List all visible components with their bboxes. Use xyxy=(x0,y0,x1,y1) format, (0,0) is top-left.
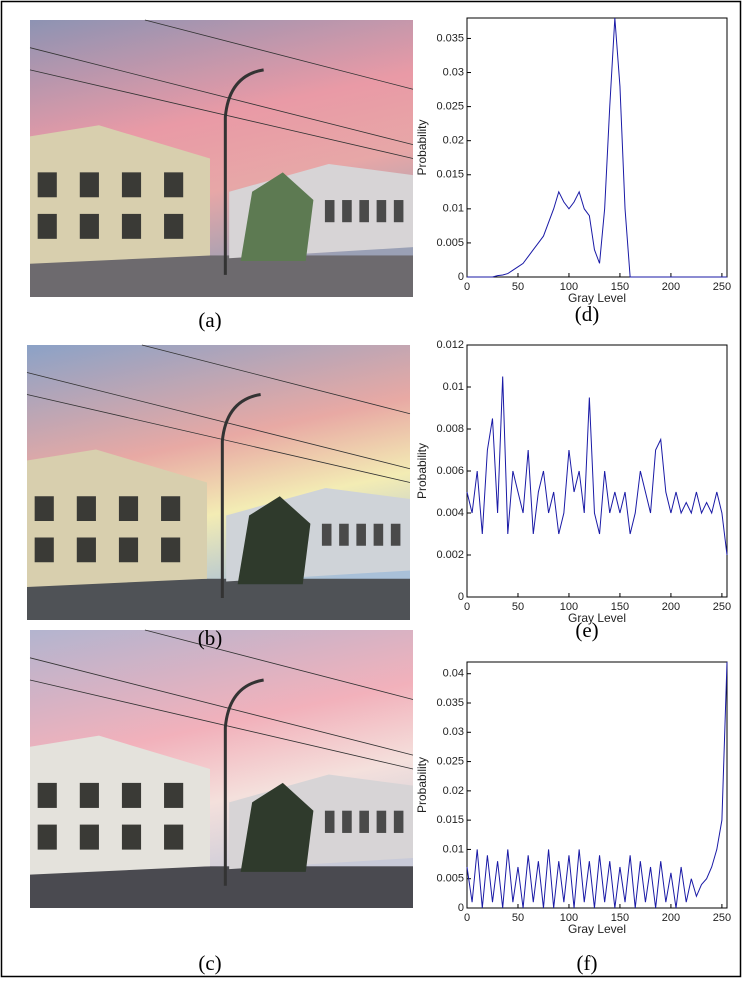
y-tick-label: 0.015 xyxy=(436,814,464,826)
window xyxy=(77,538,96,563)
y-tick-label: 0.02 xyxy=(443,785,464,797)
window xyxy=(356,524,366,546)
window xyxy=(119,538,138,563)
y-tick-label: 0.03 xyxy=(443,66,464,78)
window xyxy=(161,538,180,563)
window xyxy=(122,214,141,239)
window xyxy=(164,825,183,850)
window xyxy=(342,200,352,222)
window xyxy=(164,214,183,239)
page: {"panels":["(a)","(b)","(c)"], "chart_da… xyxy=(0,0,742,978)
photo-ground xyxy=(30,866,413,908)
window xyxy=(122,172,141,197)
window xyxy=(38,172,57,197)
window xyxy=(38,783,57,808)
x-tick-label: 200 xyxy=(662,601,680,613)
y-tick-label: 0.025 xyxy=(436,755,464,767)
window xyxy=(38,825,57,850)
x-tick-label: 50 xyxy=(512,281,524,293)
window xyxy=(35,538,54,563)
window xyxy=(38,214,57,239)
panel-caption: (f) xyxy=(577,951,598,975)
x-tick-label: 0 xyxy=(464,281,470,293)
window xyxy=(35,496,54,521)
x-tick-label: 50 xyxy=(512,912,524,924)
y-tick-label: 0.035 xyxy=(436,32,464,44)
photo xyxy=(27,345,410,620)
window xyxy=(394,811,404,833)
window xyxy=(122,783,141,808)
window xyxy=(377,811,387,833)
photo xyxy=(30,20,413,297)
x-tick-label: 0 xyxy=(464,601,470,613)
y-tick-label: 0.01 xyxy=(443,381,464,393)
y-axis-label: Probability xyxy=(415,119,429,175)
window xyxy=(339,524,349,546)
window xyxy=(325,811,335,833)
y-axis-label: Probability xyxy=(415,443,429,499)
y-tick-label: 0.008 xyxy=(436,423,464,435)
x-tick-label: 200 xyxy=(662,281,680,293)
y-tick-label: 0.015 xyxy=(436,169,464,181)
photo-ground xyxy=(30,255,413,297)
x-tick-label: 250 xyxy=(713,601,731,613)
y-tick-label: 0.002 xyxy=(436,549,464,561)
y-tick-label: 0.04 xyxy=(443,668,464,680)
window xyxy=(80,214,99,239)
photo-ground xyxy=(27,579,410,620)
window xyxy=(374,524,384,546)
window xyxy=(80,172,99,197)
window xyxy=(122,825,141,850)
y-tick-label: 0.01 xyxy=(443,203,464,215)
plot-area xyxy=(467,18,727,277)
window xyxy=(342,811,352,833)
photos xyxy=(27,20,413,908)
y-tick-label: 0.005 xyxy=(436,873,464,885)
y-tick-label: 0.012 xyxy=(436,339,464,351)
figure: 00.0050.010.0150.020.0250.030.0350501001… xyxy=(0,0,742,978)
window xyxy=(377,200,387,222)
window xyxy=(322,524,332,546)
x-tick-label: 200 xyxy=(662,912,680,924)
y-tick-label: 0.025 xyxy=(436,101,464,113)
window xyxy=(80,825,99,850)
panel-caption: (c) xyxy=(198,951,221,975)
window xyxy=(359,200,369,222)
x-tick-label: 50 xyxy=(512,601,524,613)
window xyxy=(394,200,404,222)
window xyxy=(164,172,183,197)
panel-caption: (e) xyxy=(575,618,598,642)
y-tick-label: 0.01 xyxy=(443,843,464,855)
window xyxy=(161,496,180,521)
x-axis-label: Gray Level xyxy=(568,922,626,936)
y-tick-label: 0.004 xyxy=(436,507,464,519)
window xyxy=(391,524,401,546)
window xyxy=(119,496,138,521)
y-axis-label: Probability xyxy=(415,757,429,813)
panel-caption: (d) xyxy=(575,302,600,326)
y-tick-label: 0.03 xyxy=(443,726,464,738)
x-tick-label: 0 xyxy=(464,912,470,924)
y-tick-label: 0.005 xyxy=(436,237,464,249)
window xyxy=(164,783,183,808)
panel-caption: (b) xyxy=(198,626,223,650)
x-tick-label: 250 xyxy=(713,912,731,924)
y-tick-label: 0.006 xyxy=(436,465,464,477)
window xyxy=(80,783,99,808)
panel-caption: (a) xyxy=(198,308,221,332)
window xyxy=(359,811,369,833)
x-tick-label: 250 xyxy=(713,281,731,293)
window xyxy=(77,496,96,521)
y-tick-label: 0.02 xyxy=(443,135,464,147)
photo xyxy=(30,630,413,908)
y-tick-label: 0.035 xyxy=(436,697,464,709)
window xyxy=(325,200,335,222)
